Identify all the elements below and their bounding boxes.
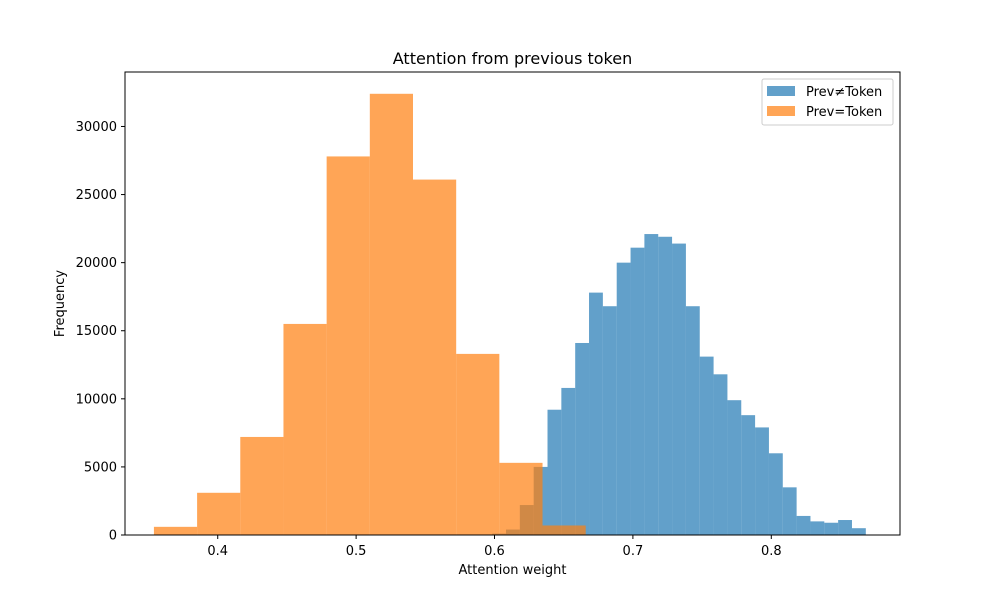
y-axis-label: Frequency (53, 270, 68, 337)
histogram-bar-series-0-bin-11 (644, 234, 659, 536)
histogram-bar-series-0-bin-18 (741, 415, 756, 535)
bars-layer (153, 93, 866, 536)
x-tick-label: 0.7 (623, 544, 644, 559)
histogram-bar-series-1-bin-7 (456, 353, 500, 535)
x-axis-ticks: 0.4 0.5 0.6 0.7 0.8 (207, 535, 782, 559)
histogram-bar-series-0-bin-14 (685, 306, 700, 535)
histogram-bar-series-0-bin-8 (602, 306, 617, 535)
x-tick-label: 0.6 (484, 544, 505, 559)
x-axis-label: Attention weight (459, 563, 567, 578)
histogram-bar-series-0-bin-25 (838, 520, 852, 535)
y-tick-label: 5000 (84, 460, 117, 475)
histogram-bar-series-0-bin-23 (810, 521, 825, 535)
histogram-bar-series-0-bin-4 (547, 409, 562, 535)
histogram-bar-series-0-bin-20 (768, 453, 783, 535)
histogram-bar-series-0-bin-6 (575, 342, 590, 535)
y-tick-label: 15000 (76, 324, 117, 339)
histogram-bar-series-0-bin-16 (713, 374, 728, 535)
histogram-bar-series-0-bin-26 (851, 528, 866, 535)
legend: Prev≠Token Prev=Token (761, 78, 894, 126)
y-tick-label: 0 (109, 529, 117, 544)
histogram-bar-series-1-bin-3 (283, 323, 327, 535)
chart-title: Attention from previous token (393, 49, 632, 68)
x-tick-label: 0.5 (346, 544, 367, 559)
histogram-bar-series-1-bin-6 (413, 179, 457, 535)
y-tick-label: 25000 (76, 188, 117, 203)
histogram-bar-series-0-bin-12 (658, 236, 673, 535)
legend-label-prev-eq-token: Prev=Token (806, 105, 882, 120)
histogram-bar-series-0-bin-17 (727, 400, 742, 535)
histogram-bar-series-0-bin-10 (630, 247, 645, 536)
y-axis-ticks: 0 5000 10000 15000 20000 25000 30000 (76, 120, 125, 544)
y-tick-label: 30000 (76, 120, 117, 135)
histogram-bar-series-0-bin-15 (699, 356, 714, 535)
histogram-bar-series-0-bin-19 (755, 427, 769, 535)
y-tick-label: 10000 (76, 392, 117, 407)
histogram-bar-series-0-bin-24 (824, 522, 839, 535)
histogram-bar-series-0-bin-22 (796, 515, 811, 535)
histogram-bar-series-1-bin-8 (499, 462, 543, 535)
histogram-bar-series-1-bin-4 (326, 156, 370, 535)
histogram-bar-series-0-bin-9 (616, 262, 631, 535)
legend-swatch-prev-eq-token (767, 106, 795, 116)
histogram-bar-series-1-bin-0 (153, 526, 198, 535)
histogram-bar-series-0-bin-7 (589, 292, 603, 535)
histogram-bar-series-1-bin-9 (542, 525, 586, 535)
legend-swatch-prev-neq-token (767, 86, 795, 96)
histogram-bar-series-0-bin-5 (561, 387, 576, 535)
histogram-bar-series-1-bin-1 (197, 492, 241, 535)
x-tick-label: 0.8 (761, 544, 782, 559)
plot-area-frame (124, 71, 901, 536)
x-tick-label: 0.4 (207, 544, 228, 559)
histogram-bar-series-1-bin-2 (240, 436, 284, 535)
histogram-bar-series-0-bin-13 (672, 243, 686, 535)
histogram-bar-series-1-bin-5 (369, 93, 413, 535)
histogram-bar-series-0-bin-21 (782, 487, 797, 535)
legend-label-prev-neq-token: Prev≠Token (806, 85, 882, 100)
y-tick-label: 20000 (76, 256, 117, 271)
